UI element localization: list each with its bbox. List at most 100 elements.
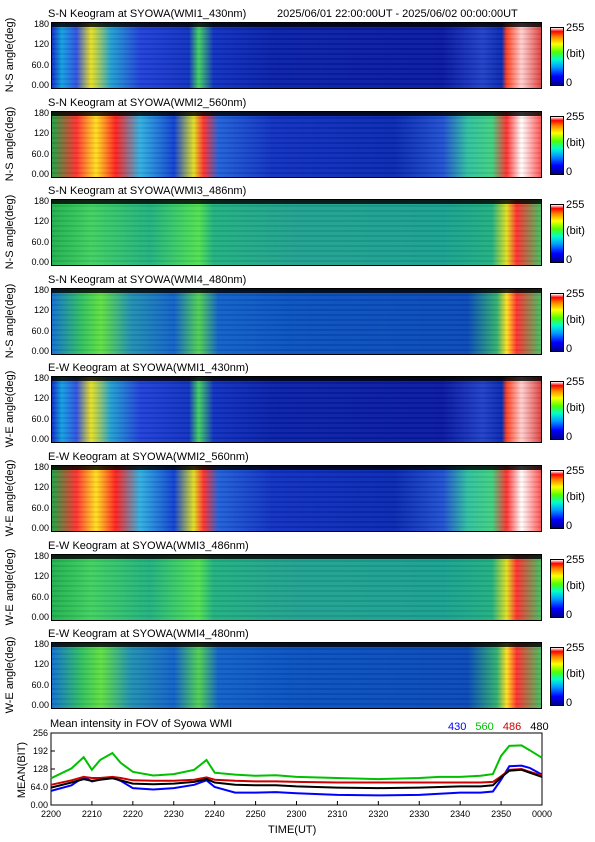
- colorbar-unit-label: (bit): [566, 137, 585, 149]
- colorbar-min-label: 0: [566, 609, 573, 621]
- colorbar-unit-label: (bit): [566, 580, 585, 592]
- keogram-image: [51, 111, 542, 178]
- colorbar-min-label: 0: [566, 343, 573, 355]
- keogram-title: E-W Keogram at SYOWA(WMI2_560nm): [48, 451, 249, 463]
- colorbar-max-label: 255: [566, 199, 585, 211]
- colorbar-min-label: 0: [566, 520, 573, 532]
- colorbar-min-label: 0: [566, 166, 573, 178]
- line-chart-ytick: 128: [33, 764, 48, 774]
- keogram-image: [51, 376, 542, 443]
- line-chart-xtick: 2320: [368, 809, 388, 819]
- keogram-image: [51, 465, 542, 532]
- colorbar-unit-label: (bit): [566, 491, 585, 503]
- keogram-ytick: 0.00: [31, 434, 49, 444]
- time-range-header: 2025/06/01 22:00:00UT - 2025/06/02 00:00…: [277, 8, 518, 20]
- colorbar-max-label: 255: [566, 642, 585, 654]
- legend-430: 430: [448, 721, 467, 733]
- keogram-ytick: 120: [33, 659, 49, 670]
- colorbar: [550, 116, 564, 175]
- colorbar-unit-label: (bit): [566, 48, 585, 60]
- keogram-ylabel: N-S angle(deg): [4, 194, 16, 269]
- line-chart-xtick: 2200: [41, 809, 61, 819]
- keogram-ytick: 0.00: [31, 700, 49, 710]
- keogram-image: [51, 199, 542, 266]
- line-chart-xtick: 0000: [532, 809, 552, 819]
- keogram-ytick: 60.0: [31, 59, 49, 70]
- legend-480: 480: [530, 721, 549, 733]
- keogram-image: [51, 642, 542, 709]
- keogram-ytick: 60.0: [31, 413, 49, 424]
- keogram-ytick: 0.00: [31, 346, 49, 356]
- series-legend: 430 560 486 480: [448, 721, 549, 733]
- keogram-image: [51, 288, 542, 355]
- keogram-title: S-N Keogram at SYOWA(WMI3_486nm): [48, 185, 247, 197]
- colorbar-max-label: 255: [566, 288, 585, 300]
- keogram-ytick: 60.0: [31, 591, 49, 602]
- keogram-image: [51, 22, 542, 89]
- colorbar-unit-label: (bit): [566, 668, 585, 680]
- keogram-ytick: 180: [33, 108, 49, 118]
- line-chart-xtick: 2230: [164, 809, 184, 819]
- line-chart-xtick: 2220: [123, 809, 143, 819]
- colorbar: [550, 27, 564, 86]
- keogram-ylabel: W-E angle(deg): [4, 548, 16, 625]
- line-chart-xtick: 2350: [491, 809, 511, 819]
- legend-560: 560: [475, 721, 494, 733]
- line-chart-ytick: 64.0: [30, 782, 48, 792]
- colorbar-min-label: 0: [566, 77, 573, 89]
- keogram-ytick: 120: [33, 128, 49, 139]
- line-chart-xtick: 2300: [286, 809, 306, 819]
- colorbar: [550, 204, 564, 263]
- keogram-title: S-N Keogram at SYOWA(WMI1_430nm): [48, 8, 247, 20]
- keogram-ylabel: W-E angle(deg): [4, 636, 16, 713]
- keogram-ytick: 180: [33, 373, 49, 383]
- keogram-ytick: 120: [33, 305, 49, 316]
- keogram-ytick: 180: [33, 639, 49, 649]
- colorbar-unit-label: (bit): [566, 402, 585, 414]
- legend-486: 486: [502, 721, 522, 733]
- colorbar: [550, 293, 564, 352]
- line-chart-title: Mean intensity in FOV of Syowa WMI: [50, 718, 233, 730]
- series-line-480: [50, 768, 543, 790]
- colorbar-max-label: 255: [566, 376, 585, 388]
- keogram-ytick: 0.00: [31, 169, 49, 179]
- colorbar: [550, 470, 564, 529]
- keogram-image: [51, 554, 542, 621]
- colorbar-unit-label: (bit): [566, 314, 585, 326]
- keogram-title: S-N Keogram at SYOWA(WMI4_480nm): [48, 274, 247, 286]
- colorbar-min-label: 0: [566, 431, 573, 443]
- keogram-ytick: 0.00: [31, 612, 49, 622]
- keogram-ytick: 0.00: [31, 257, 49, 267]
- colorbar: [550, 647, 564, 706]
- keogram-ytick: 180: [33, 19, 49, 29]
- keogram-ylabel: N-S angle(deg): [4, 17, 16, 92]
- line-chart-ytick: 256: [33, 728, 48, 738]
- line-chart-xtick: 2340: [450, 809, 470, 819]
- colorbar-unit-label: (bit): [566, 225, 585, 237]
- colorbar-max-label: 255: [566, 465, 585, 477]
- keogram-ylabel: N-S angle(deg): [4, 106, 16, 181]
- line-chart-ylabel: MEAN(BIT): [16, 741, 28, 799]
- keogram-ytick: 180: [33, 551, 49, 561]
- line-chart-xlabel: TIME(UT): [268, 824, 317, 836]
- colorbar-min-label: 0: [566, 697, 573, 709]
- keogram-title: E-W Keogram at SYOWA(WMI3_486nm): [48, 540, 249, 552]
- keogram-ytick: 180: [33, 285, 49, 295]
- keogram-ylabel: N-S angle(deg): [4, 283, 16, 358]
- colorbar-max-label: 255: [566, 111, 585, 123]
- series-line-486: [50, 767, 543, 786]
- keogram-ytick: 0.00: [31, 523, 49, 533]
- keogram-ytick: 120: [33, 393, 49, 404]
- line-chart-xtick: 2250: [246, 809, 266, 819]
- colorbar-max-label: 255: [566, 22, 585, 34]
- colorbar-max-label: 255: [566, 554, 585, 566]
- colorbar: [550, 559, 564, 618]
- keogram-ytick: 60.0: [31, 325, 49, 336]
- keogram-ytick: 120: [33, 216, 49, 227]
- line-chart-xtick: 2330: [409, 809, 429, 819]
- keogram-ytick: 180: [33, 196, 49, 206]
- keogram-ylabel: W-E angle(deg): [4, 459, 16, 536]
- keogram-ytick: 60.0: [31, 148, 49, 159]
- keogram-title: E-W Keogram at SYOWA(WMI4_480nm): [48, 628, 249, 640]
